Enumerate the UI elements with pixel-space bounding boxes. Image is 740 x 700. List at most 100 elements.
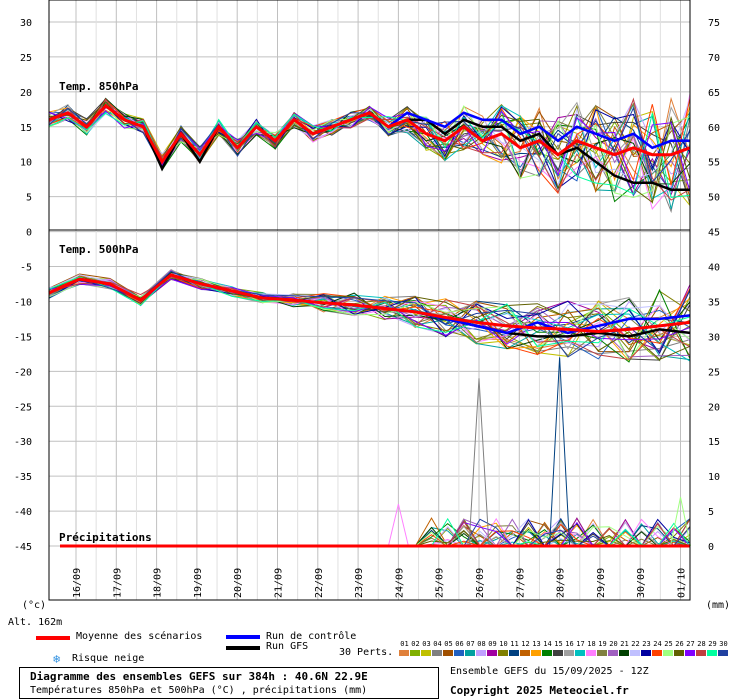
pert-legend-item: 18 [586, 640, 597, 658]
date-tick-label: 30/09 [636, 568, 647, 598]
pert-number: 01 [400, 640, 409, 648]
member-t500-line [48, 270, 691, 358]
date-tick-label: 20/09 [233, 568, 244, 598]
right-tick-label: 35 [708, 297, 720, 308]
pert-swatch [597, 650, 607, 656]
altitude: Alt. 162m [8, 617, 63, 628]
right-tick-label: 5 [708, 507, 714, 518]
pert-swatch [586, 650, 596, 656]
pert-number: 02 [411, 640, 420, 648]
right-tick-label: 70 [708, 53, 720, 64]
left-tick-label: -20 [14, 367, 32, 378]
pert-legend-item: 12 [520, 640, 531, 658]
pert-swatch [707, 650, 717, 656]
pert-legend-item: 06 [454, 640, 465, 658]
left-tick-label: 25 [20, 53, 32, 64]
date-tick-label: 29/09 [596, 568, 607, 598]
right-unit: (mm) [706, 600, 731, 611]
member-t850-line [48, 97, 691, 201]
date-tick-label: 26/09 [475, 568, 486, 598]
right-tick-label: 10 [708, 472, 720, 483]
left-tick-label: 20 [20, 88, 32, 99]
pert-swatch [619, 650, 629, 656]
pert-number: 29 [708, 640, 717, 648]
pert-legend-item: 28 [696, 640, 707, 658]
left-tick-label: 15 [20, 123, 32, 134]
pert-legend-item: 25 [663, 640, 674, 658]
pert-legend-item: 21 [619, 640, 630, 658]
date-tick-label: 19/09 [193, 568, 204, 598]
left-tick-label: 10 [20, 158, 32, 169]
right-tick-label: 55 [708, 158, 720, 169]
pert-legend-item: 24 [652, 640, 663, 658]
pert-number: 22 [631, 640, 640, 648]
series-layer [48, 93, 691, 548]
pert-number: 13 [532, 640, 541, 648]
date-tick-label: 22/09 [314, 568, 325, 598]
legend-control-label: Run de contrôle [266, 631, 357, 642]
pert-swatch [542, 650, 552, 656]
pert-swatch [685, 650, 695, 656]
pert-swatch [432, 650, 442, 656]
precip-spike [670, 496, 691, 547]
pert-legend-item: 17 [575, 640, 586, 658]
pert-swatch [399, 650, 409, 656]
pert-legend-item: 09 [487, 640, 498, 658]
date-tick-label: 01/10 [677, 568, 688, 598]
right-tick-label: 30 [708, 332, 720, 343]
legend-perts-label: 30 Perts. [339, 647, 394, 658]
date-tick-label: 25/09 [435, 568, 446, 598]
precip-spike [549, 357, 571, 547]
pert-legend-item: 04 [432, 640, 443, 658]
pert-swatch [476, 650, 486, 656]
pert-number: 12 [521, 640, 530, 648]
pert-swatch [410, 650, 420, 656]
pert-number: 10 [499, 640, 508, 648]
pert-number: 21 [620, 640, 629, 648]
left-tick-label: -30 [14, 437, 32, 448]
pert-swatch [553, 650, 563, 656]
legend-mean-swatch [36, 636, 70, 640]
right-tick-label: 20 [708, 402, 720, 413]
pert-legend-item: 26 [674, 640, 685, 658]
pert-number: 04 [433, 640, 442, 648]
right-tick-label: 75 [708, 18, 720, 29]
run-info: Ensemble GEFS du 15/09/2025 - 12Z [450, 666, 649, 677]
left-tick-label: -10 [14, 297, 32, 308]
pert-number: 26 [675, 640, 684, 648]
left-unit: (°c) [22, 600, 47, 611]
pert-legend-item: 14 [542, 640, 553, 658]
pert-swatch [718, 650, 728, 656]
pert-number: 08 [477, 640, 486, 648]
left-tick-label: -40 [14, 507, 32, 518]
left-tick-label: -45 [14, 542, 32, 553]
pert-swatch [564, 650, 574, 656]
pert-number: 11 [510, 640, 519, 648]
pert-number: 30 [719, 640, 728, 648]
pert-number: 03 [422, 640, 431, 648]
right-tick-label: 15 [708, 437, 720, 448]
date-tick-label: 17/09 [112, 568, 123, 598]
pert-number: 19 [598, 640, 607, 648]
right-tick-label: 45 [708, 228, 720, 239]
date-tick-label: 23/09 [354, 568, 365, 598]
pert-number: 27 [686, 640, 695, 648]
date-tick-label: 16/09 [72, 568, 83, 598]
date-tick-label: 27/09 [515, 568, 526, 598]
date-tick-label: 24/09 [394, 568, 405, 598]
pert-swatch [641, 650, 651, 656]
pert-swatch [575, 650, 585, 656]
pert-legend-item: 30 [718, 640, 729, 658]
legend-mean-label: Moyenne des scénarios [76, 631, 203, 642]
date-tick-label: 18/09 [153, 568, 164, 598]
pert-number: 17 [576, 640, 585, 648]
copyright: Copyright 2025 Meteociel.fr [450, 684, 629, 697]
pert-swatch [630, 650, 640, 656]
legend-control-swatch [226, 635, 260, 639]
footer-subtitle: Températures 850hPa et 500hPa (°C) , pré… [30, 685, 368, 696]
right-tick-label: 60 [708, 123, 720, 134]
pert-swatch [421, 650, 431, 656]
pert-number: 16 [565, 640, 574, 648]
pert-swatch [531, 650, 541, 656]
left-tick-label: -25 [14, 402, 32, 413]
